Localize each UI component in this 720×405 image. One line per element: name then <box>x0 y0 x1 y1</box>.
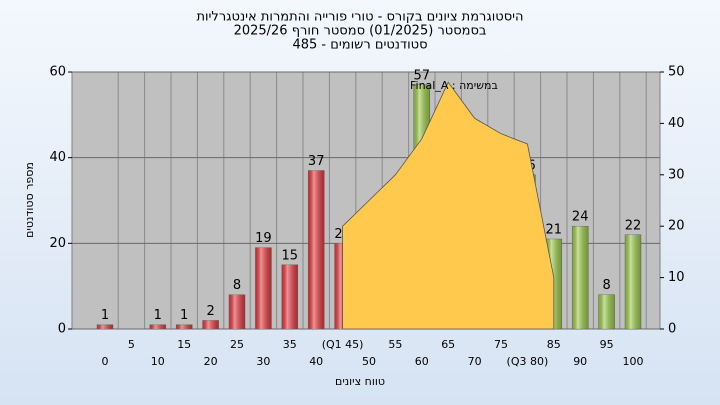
area <box>342 81 555 330</box>
marks: 11128191537201357464037362124822 <box>96 68 642 330</box>
y2-tick-label: 50 <box>668 65 685 80</box>
x-tick-label: 50 <box>362 355 376 368</box>
x-tick-label: 40 <box>309 355 323 368</box>
y2-tick-label: 0 <box>668 322 676 337</box>
title-line: סטודנטים רשומים - 485 <box>292 38 427 53</box>
x-tick-label: 55 <box>388 338 402 351</box>
x-tick-label: (Q1 45) <box>322 338 364 351</box>
bar-shine <box>281 264 298 329</box>
y2-tick-label: 20 <box>668 219 685 234</box>
value-label: 1 <box>154 308 162 323</box>
x-tick-label: 10 <box>151 355 165 368</box>
x-tick-label: 25 <box>230 338 244 351</box>
x-tick-label: 90 <box>573 355 587 368</box>
x-tick-label: 75 <box>494 338 508 351</box>
y2-tick-label: 40 <box>668 116 685 131</box>
x-tick-label: 95 <box>600 338 614 351</box>
y2-tick-label: 30 <box>668 167 685 182</box>
bar-shine <box>202 320 219 329</box>
bar-shine <box>572 226 589 329</box>
bar-shine <box>308 170 325 329</box>
y-tick-label: 60 <box>49 65 66 80</box>
title-line: בסמסטר (01/2025) סמסטר חורף 2025/26 <box>234 24 487 39</box>
x-axis-title: טווח ציונים <box>335 375 385 388</box>
value-label: 15 <box>282 248 299 263</box>
x-tick-label: 70 <box>468 355 482 368</box>
y-tick-label: 40 <box>49 150 66 165</box>
bar-shine <box>149 324 166 329</box>
annotation: במשימה : Final_A <box>410 79 498 92</box>
x-tick-label: 0 <box>102 355 109 368</box>
bar-shine <box>625 234 641 329</box>
value-label: 37 <box>308 154 325 169</box>
bar-shine <box>598 294 615 329</box>
x-tick-label: 20 <box>204 355 218 368</box>
value-label: 19 <box>255 231 272 246</box>
value-label: 57 <box>414 68 431 83</box>
x-tick-label: 15 <box>177 338 191 351</box>
title-line: היסטוגרמת ציונים בקורס - טורי פורייה והת… <box>196 10 523 25</box>
x-tick-label: (Q3 80) <box>507 355 549 368</box>
value-label: 1 <box>101 308 109 323</box>
y-tick-label: 20 <box>49 236 66 251</box>
x-tick-label: 100 <box>623 355 644 368</box>
value-label: 2 <box>206 304 214 319</box>
bar-shine <box>97 324 113 329</box>
x-tick-label: 35 <box>283 338 297 351</box>
y-axis-title: מספר סטודנטים <box>23 162 36 238</box>
value-label: 24 <box>572 210 589 225</box>
y-tick-label: 0 <box>58 322 66 337</box>
bar-shine <box>229 294 245 329</box>
x-tick-label: 65 <box>441 338 455 351</box>
value-label: 8 <box>233 278 241 293</box>
value-label: 1 <box>180 308 188 323</box>
value-label: 8 <box>602 278 610 293</box>
bar-shine <box>176 324 193 329</box>
y2-tick-label: 10 <box>668 270 685 285</box>
value-label: 22 <box>625 218 642 233</box>
bar-shine <box>255 247 272 329</box>
x-tick-label: 60 <box>415 355 429 368</box>
x-tick-label: 30 <box>256 355 270 368</box>
value-label: 21 <box>546 223 563 238</box>
x-tick-label: 85 <box>547 338 561 351</box>
x-tick-label: 5 <box>128 338 135 351</box>
